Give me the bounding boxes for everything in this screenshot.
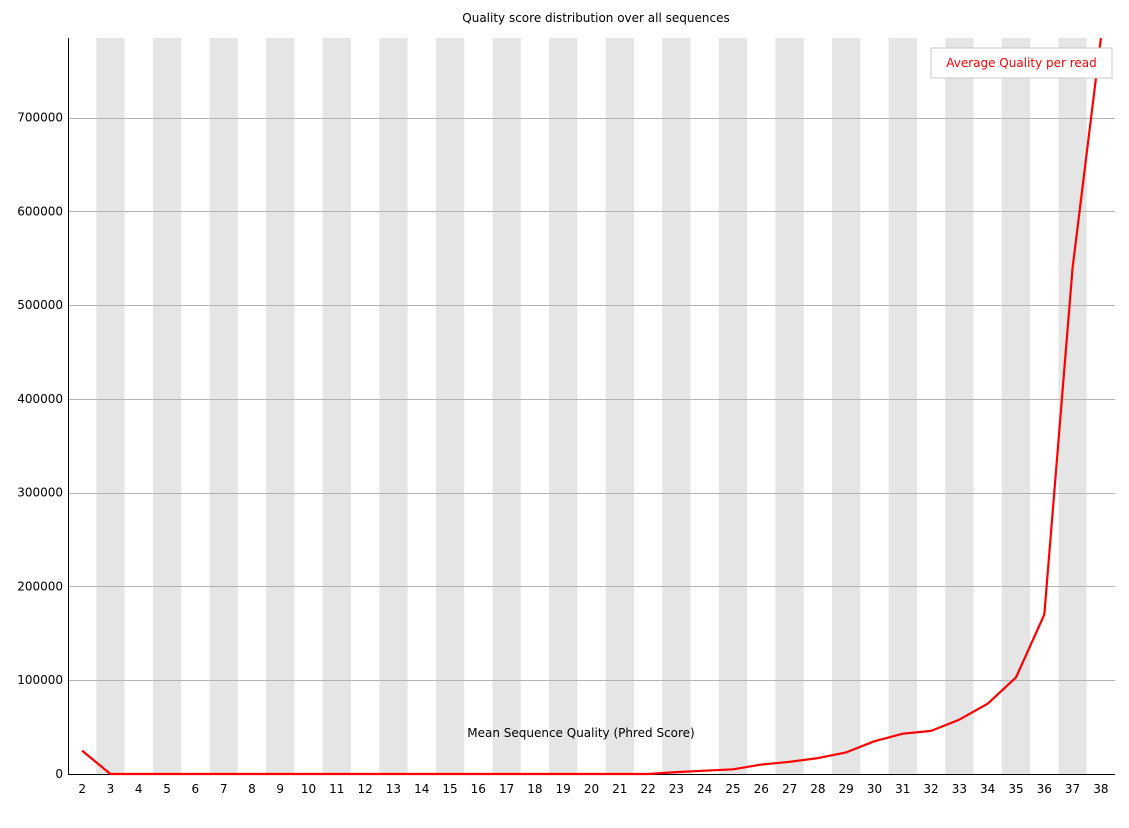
x-tick-label: 36: [1037, 782, 1052, 796]
x-tick-label: 6: [192, 782, 200, 796]
x-tick-label: 23: [669, 782, 684, 796]
y-tick-label: 100000: [17, 673, 63, 687]
x-tick-label: 27: [782, 782, 797, 796]
x-tick-label: 35: [1008, 782, 1023, 796]
chart-bands: [96, 38, 1087, 774]
chart-legend: Average Quality per read: [930, 47, 1113, 79]
x-tick-label: 13: [386, 782, 401, 796]
x-tick-label: 34: [980, 782, 995, 796]
band-31: [888, 38, 917, 774]
x-tick-label: 16: [471, 782, 486, 796]
x-tick-label: 7: [220, 782, 228, 796]
y-tick-label: 400000: [17, 392, 63, 406]
x-tick-label: 37: [1065, 782, 1080, 796]
y-tick-label: 300000: [17, 486, 63, 500]
y-tick-label: 200000: [17, 579, 63, 593]
band-33: [945, 38, 974, 774]
legend-entry: Average Quality per read: [946, 56, 1097, 70]
series-line-0: [81, 37, 1102, 776]
x-tick-label: 18: [527, 782, 542, 796]
x-tick-label: 5: [163, 782, 171, 796]
legend-box: [930, 47, 1113, 79]
x-tick-label: 28: [810, 782, 825, 796]
x-axis-ticks: 2 3 4 5 6 7 8 9 10 11 12 13 14 15 16 17 18 19 20 21 22 23 24 25…: [78, 782, 1108, 796]
band-19: [549, 38, 578, 774]
x-tick-label: 32: [923, 782, 938, 796]
y-tick-label: 700000: [17, 111, 63, 125]
chart-gridlines: [68, 118, 1115, 681]
x-tick-label: 25: [725, 782, 740, 796]
x-tick-label: 38: [1093, 782, 1108, 796]
y-tick-label: 0: [55, 767, 63, 781]
x-tick-label: 15: [442, 782, 457, 796]
x-tick-label: 24: [697, 782, 712, 796]
band-17: [492, 38, 521, 774]
x-tick-label: 31: [895, 782, 910, 796]
x-tick-label: 3: [107, 782, 115, 796]
band-5: [152, 38, 182, 774]
x-tick-label: 10: [301, 782, 316, 796]
x-tick-label: 20: [584, 782, 599, 796]
y-axis-ticks: 0 100000 200000 300000 400000 500000 600000 700…: [17, 111, 63, 781]
x-tick-label: 30: [867, 782, 882, 796]
band-35: [1001, 38, 1031, 774]
y-tick-label: 600000: [17, 204, 63, 218]
band-11: [322, 38, 351, 774]
x-tick-label: 8: [248, 782, 256, 796]
x-tick-label: 22: [640, 782, 655, 796]
band-37: [1058, 38, 1087, 774]
x-tick-label: 33: [952, 782, 967, 796]
band-13: [379, 38, 408, 774]
x-tick-label: 26: [754, 782, 769, 796]
x-tick-label: 9: [276, 782, 284, 796]
x-tick-label: 14: [414, 782, 429, 796]
band-7: [209, 38, 238, 774]
x-tick-label: 2: [78, 782, 86, 796]
chart-series: [81, 37, 1102, 776]
band-9: [266, 38, 295, 774]
y-tick-label: 500000: [17, 298, 63, 312]
chart-title: Quality score distribution over all sequ…: [462, 11, 729, 25]
x-tick-label: 12: [357, 782, 372, 796]
band-15: [435, 38, 465, 774]
band-29: [832, 38, 861, 774]
x-tick-label: 11: [329, 782, 344, 796]
x-tick-label: 29: [839, 782, 854, 796]
x-tick-label: 21: [612, 782, 627, 796]
band-27: [775, 38, 804, 774]
band-23: [662, 38, 691, 774]
band-3: [96, 38, 125, 774]
band-25: [718, 38, 748, 774]
x-tick-label: 4: [135, 782, 143, 796]
x-tick-label: 19: [556, 782, 571, 796]
x-axis-title: Mean Sequence Quality (Phred Score): [467, 726, 695, 740]
x-tick-label: 17: [499, 782, 514, 796]
band-21: [605, 38, 634, 774]
